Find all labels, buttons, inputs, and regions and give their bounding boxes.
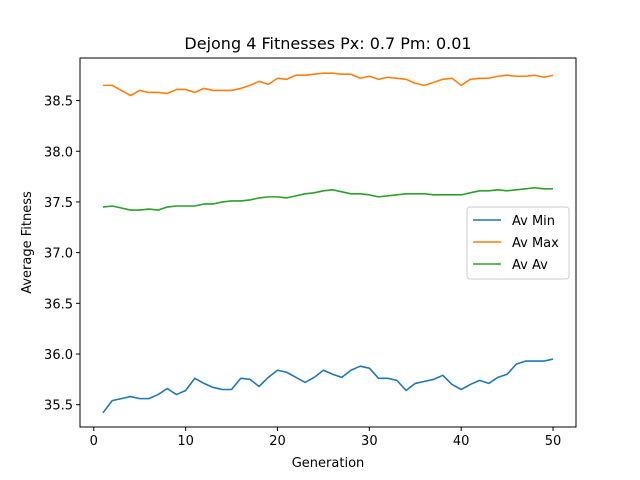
legend-entry: Av Min: [512, 214, 555, 229]
plot-area: [79, 57, 577, 428]
x-tick-label: 50: [545, 434, 562, 449]
series-layer: [102, 72, 554, 414]
x-tick-label: 40: [453, 434, 470, 449]
y-tick-label: 38.0: [44, 145, 73, 160]
x-tick-label: 20: [269, 434, 286, 449]
y-tick-label: 36.0: [44, 348, 73, 363]
y-tick-label: 37.0: [44, 247, 73, 262]
x-tick-label: 0: [90, 434, 98, 449]
y-axis-label: Average Fitness: [20, 191, 35, 294]
legend-box: [466, 206, 570, 280]
x-axis-label: Generation: [292, 456, 365, 471]
x-tick-label: 10: [177, 434, 194, 449]
y-tick-label: 38.5: [44, 95, 73, 110]
legend: Av Min Av Max Av Av: [466, 206, 570, 280]
ticks-layer: 0 10 20 30 40 50 35.5 36.0 36.5 37.0 37.5 38.0 38.5: [44, 95, 561, 449]
series-line-av-max: [102, 72, 554, 97]
chart-title: Dejong 4 Fitnesses Px: 0.7 Pm: 0.01: [184, 34, 471, 53]
y-tick-label: 37.5: [44, 196, 73, 211]
legend-entry: Av Av: [512, 258, 548, 273]
series-line-av-av: [102, 186, 554, 211]
x-tick-label: 30: [361, 434, 378, 449]
legend-entry: Av Max: [512, 236, 559, 251]
y-tick-label: 35.5: [44, 399, 73, 414]
y-tick-label: 36.5: [44, 297, 73, 312]
series-line-av-min: [102, 358, 554, 414]
